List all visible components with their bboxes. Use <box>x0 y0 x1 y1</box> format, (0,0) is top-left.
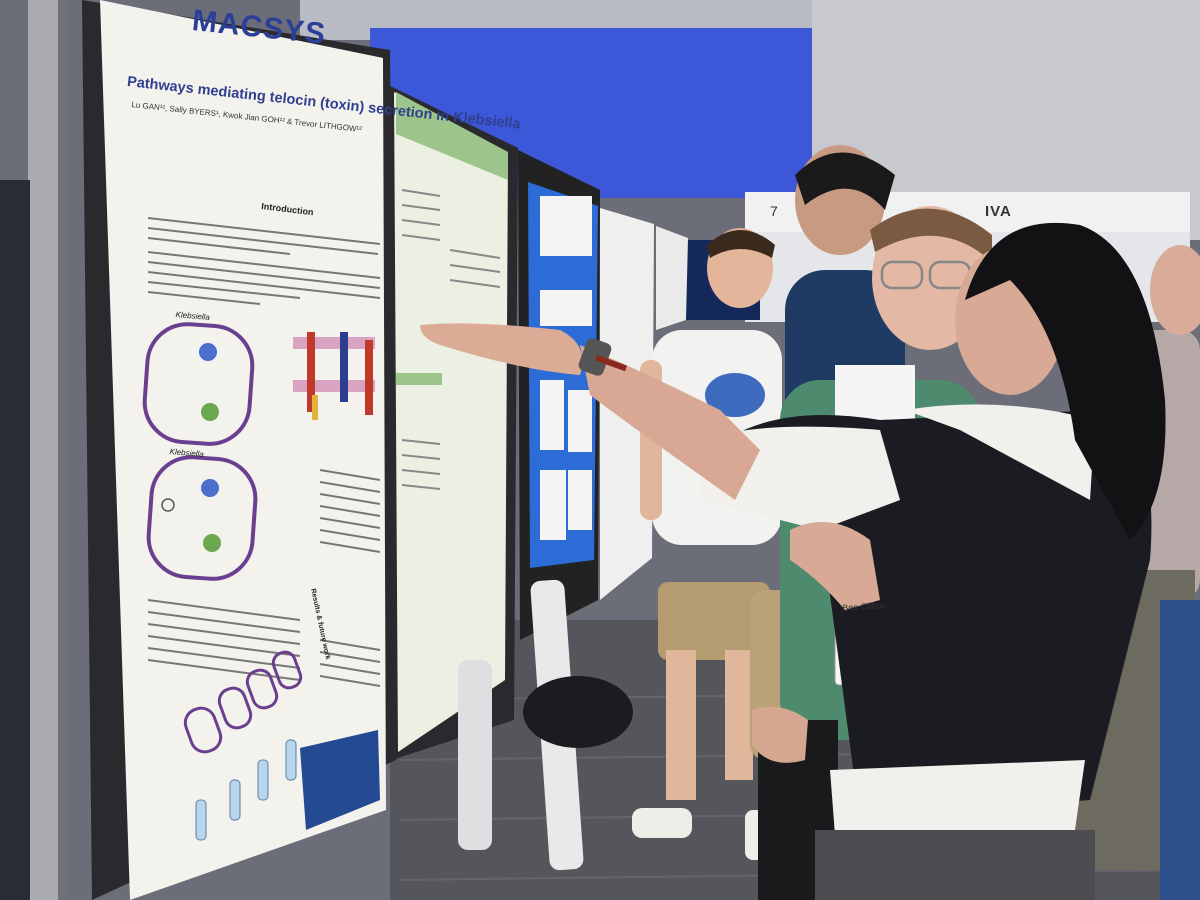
cell-diagram-1 <box>142 322 255 446</box>
cell-2-plasmid <box>161 498 175 512</box>
test-tubes <box>195 739 297 841</box>
backpack <box>523 676 633 748</box>
poster-body-text <box>147 217 381 687</box>
cell-diagram-2 <box>146 455 258 581</box>
cell-1-green-blob <box>201 403 219 421</box>
second-poster-green-header <box>396 92 508 180</box>
presenter-woman <box>420 222 1166 900</box>
fifth-poster <box>656 226 688 330</box>
second-poster-text <box>401 189 501 490</box>
cell-2-green-blob <box>203 534 221 552</box>
cell-1-blue-blob <box>199 343 217 361</box>
membrane-diagram <box>293 332 375 420</box>
booth-number: 7 <box>770 203 778 219</box>
metal-post-shadow <box>58 0 70 900</box>
poster-blue-footer <box>300 730 380 830</box>
third-poster-panels <box>540 196 592 540</box>
second-poster <box>394 92 508 752</box>
second-poster-green-band <box>396 373 442 385</box>
left-edge-person <box>0 180 30 900</box>
poster-tube-2 <box>458 660 492 850</box>
bottom-cell-diagrams <box>183 650 303 754</box>
booth-sign-text: IVA <box>985 203 1012 220</box>
main-poster <box>100 0 386 900</box>
cell-2-blue-blob <box>201 479 219 497</box>
